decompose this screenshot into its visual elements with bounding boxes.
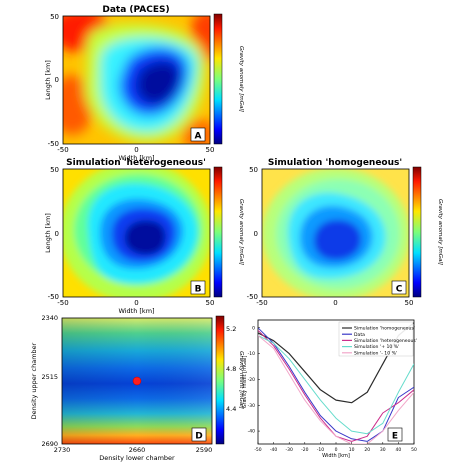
panel-e-xtick: -20 bbox=[301, 447, 308, 453]
panel-a-xtick: 0 bbox=[134, 146, 138, 154]
panel-b-colorbar: Gravity anomaly [mGal] bbox=[213, 166, 244, 298]
panel-d: D 2730 2660 2590 2340 2515 2690 Density … bbox=[30, 314, 244, 462]
panel-d-colorbar-tick: 4.4 bbox=[226, 405, 236, 413]
panel-d-best-fit-marker bbox=[132, 376, 142, 386]
panel-e-xtick: -10 bbox=[317, 447, 324, 453]
panel-b-ylabel: Length [km] bbox=[44, 213, 52, 253]
panel-a-ylabel: Length [km] bbox=[44, 60, 52, 100]
panel-c-colorbar-label: Gravity anomaly [mGal] bbox=[437, 199, 443, 265]
panel-e-ylabel: Gravity misfit [mGal] bbox=[242, 356, 248, 409]
panel-a-ytick: -50 bbox=[48, 140, 59, 148]
panel-c-ytick: -50 bbox=[247, 293, 258, 301]
panel-a-colorbar-label: Gravity anomaly [mGal] bbox=[238, 46, 244, 112]
panel-c-xtick: 0 bbox=[333, 299, 337, 307]
panel-a-ytick: 0 bbox=[55, 76, 59, 84]
panel-d-ytick: 2340 bbox=[41, 314, 58, 322]
panel-e-legend-label: Data bbox=[354, 332, 365, 338]
panel-e-xtick: 30 bbox=[380, 447, 386, 453]
panel-d-ytick: 2690 bbox=[41, 440, 58, 448]
panel-b-ytick: -50 bbox=[48, 293, 59, 301]
panel-d-xtick: 2660 bbox=[129, 446, 146, 454]
panel-e-series-line bbox=[258, 335, 414, 435]
panel-d-colorbar-tick: 4.8 bbox=[226, 365, 236, 373]
panel-a-xlabel: Width [km] bbox=[118, 154, 154, 162]
panel-b-xtick: 50 bbox=[206, 299, 215, 307]
panel-e-legend-label: Simulation 'homogeneous' bbox=[354, 326, 415, 332]
panel-e-xtick: 20 bbox=[364, 447, 370, 453]
panel-d-ytick: 2515 bbox=[41, 373, 58, 381]
panel-d-colorbar: 5.2 4.8 4.4 Gravity misfit [mGal] bbox=[215, 315, 244, 445]
panel-c-heatmap bbox=[262, 169, 409, 297]
panel-e-xtick: -30 bbox=[286, 447, 293, 453]
panel-e-ytick: -10 bbox=[248, 351, 255, 357]
panel-d-colorbar-tick: 5.2 bbox=[226, 325, 236, 333]
panel-a-ytick: 50 bbox=[50, 13, 59, 21]
panel-e-xtick: 40 bbox=[396, 447, 402, 453]
panel-e-legend-label: Simulation 'heterogeneous' bbox=[354, 338, 417, 344]
panel-a-ticks: -50 0 50 50 0 -50 bbox=[48, 13, 215, 154]
panel-d-ylabel: Density upper chamber bbox=[30, 342, 38, 419]
panel-a-letter: A bbox=[195, 132, 202, 142]
panel-d-xtick: 2590 bbox=[196, 446, 213, 454]
panel-c-title: Simulation 'homogeneous' bbox=[268, 158, 402, 168]
panel-b-ytick: 0 bbox=[55, 230, 59, 238]
panel-e-xlabel: Width [km] bbox=[322, 453, 350, 459]
panel-b: Simulation 'heterogeneous' B -50 0 50 50… bbox=[44, 158, 244, 315]
panel-b-xtick: -50 bbox=[57, 299, 68, 307]
panel-e-series-line bbox=[258, 335, 414, 444]
panel-e-ytick: -30 bbox=[248, 403, 255, 409]
panel-a: Data (PACES) A -50 0 50 50 0 -50 bbox=[44, 5, 244, 162]
panel-e-xtick: 50 bbox=[411, 447, 417, 453]
panel-a-colorbar: Gravity anomaly [mGal] bbox=[213, 13, 244, 145]
panel-c-ytick: 50 bbox=[249, 166, 258, 174]
panel-e-ytick: 0 bbox=[252, 325, 255, 331]
panel-d-xlabel: Density lower chamber bbox=[99, 454, 175, 462]
panel-e-xtick: 10 bbox=[349, 447, 355, 453]
panel-c-xtick: 50 bbox=[405, 299, 414, 307]
panel-b-title: Simulation 'heterogeneous' bbox=[66, 158, 206, 168]
panel-b-xtick: 0 bbox=[134, 299, 138, 307]
panel-b-letter: B bbox=[195, 285, 202, 295]
panel-c-ytick: 0 bbox=[254, 230, 258, 238]
panel-c-letter: C bbox=[396, 285, 403, 295]
panel-e-letter: E bbox=[392, 432, 398, 442]
panel-b-ytick: 50 bbox=[50, 166, 59, 174]
panel-e-ticks: -50 -40 -30 -20 -10 0 10 20 30 40 50 0 -10 -20 -30 -40 bbox=[248, 325, 417, 453]
panel-e-series-line bbox=[258, 327, 414, 442]
panel-d-colorbar-label: Gravity misfit [mGal] bbox=[238, 351, 244, 409]
panel-e-ytick: -40 bbox=[248, 429, 255, 435]
panel-e-xtick: -50 bbox=[254, 447, 261, 453]
panel-b-heatmap bbox=[63, 169, 210, 297]
panel-e-legend-label: Simulation '+ 10 %' bbox=[354, 344, 399, 350]
panel-e-xtick: 0 bbox=[335, 447, 338, 453]
panel-c-xtick: -50 bbox=[256, 299, 267, 307]
panel-c-colorbar: Gravity anomaly [mGal] bbox=[412, 166, 443, 298]
panel-a-xtick: 50 bbox=[206, 146, 215, 154]
panel-e-ytick: -20 bbox=[248, 377, 255, 383]
panel-e-xtick: -40 bbox=[270, 447, 277, 453]
panel-b-xlabel: Width [km] bbox=[118, 307, 154, 315]
panel-c: Simulation 'homogeneous' C -50 0 50 50 0… bbox=[247, 158, 443, 307]
panel-e-legend-label: Simulation '- 10 %' bbox=[354, 350, 397, 356]
panel-b-colorbar-label: Gravity anomaly [mGal] bbox=[238, 199, 244, 265]
panel-a-title: Data (PACES) bbox=[102, 5, 169, 15]
panel-d-xtick: 2730 bbox=[54, 446, 71, 454]
panel-a-xtick: -50 bbox=[57, 146, 68, 154]
panel-e: -50 -40 -30 -20 -10 0 10 20 30 40 500-10-20-30-40 … bbox=[242, 319, 417, 459]
panel-d-letter: D bbox=[195, 432, 202, 442]
panel-a-heatmap bbox=[63, 16, 210, 144]
